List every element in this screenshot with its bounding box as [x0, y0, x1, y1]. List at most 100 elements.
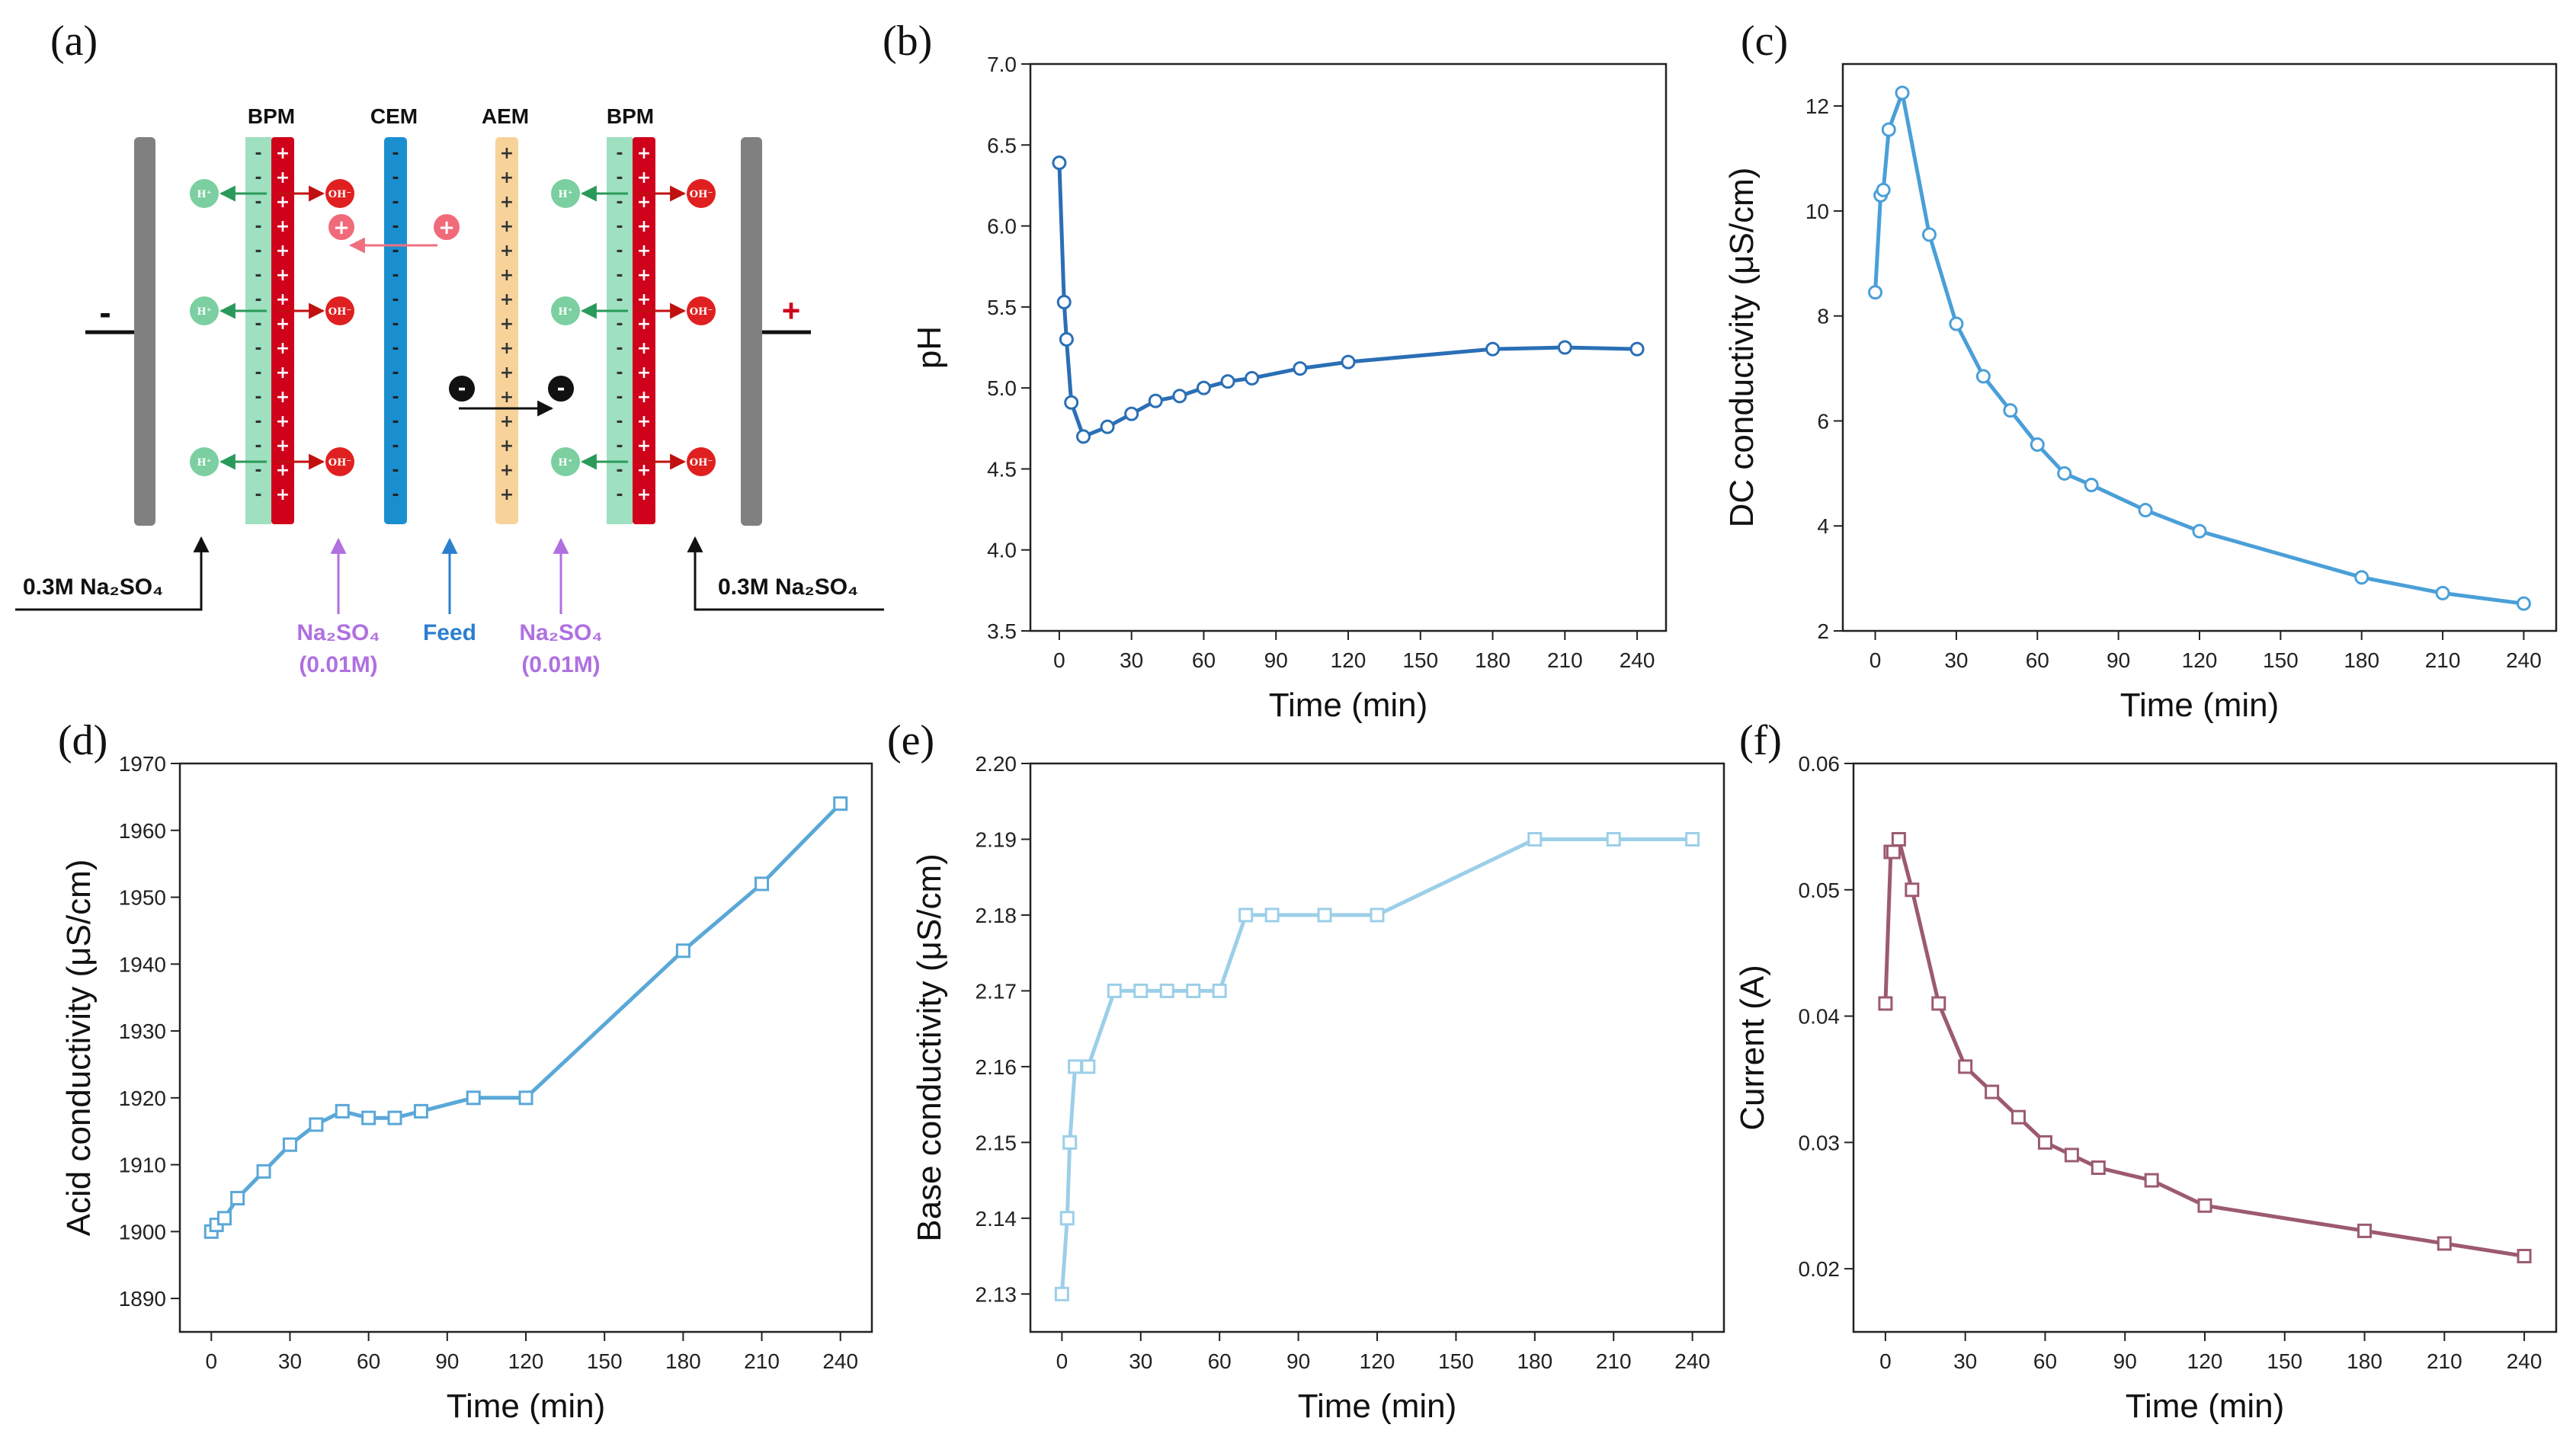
fixed-charge: - [255, 290, 261, 309]
h-ion-icon [551, 447, 580, 476]
data-point [1876, 182, 1891, 197]
data-point [1905, 882, 1920, 898]
data-point [1212, 983, 1227, 998]
x-tick-label: 120 [2187, 1349, 2223, 1373]
fixed-charge: + [276, 144, 290, 163]
data-point [675, 943, 690, 959]
fixed-charge: + [637, 315, 651, 334]
data-point [1186, 983, 1201, 998]
fixed-charge: + [500, 388, 514, 407]
fixed-charge: - [616, 461, 623, 480]
x-tick-label: 210 [744, 1349, 780, 1373]
fixed-charge: + [637, 217, 651, 236]
x-tick-label: 0 [1879, 1349, 1892, 1373]
data-point [2057, 466, 2072, 481]
chart-acid-conductivity: (d) 0 30 60 90 120 150 180 210 240 1890 1900 1910 192… [58, 717, 873, 1425]
data-point [755, 876, 770, 891]
x-tick-label: 30 [278, 1349, 302, 1373]
panel-label: (c) [1741, 18, 1788, 65]
data-point [1293, 361, 1308, 376]
data-point [2138, 503, 2153, 518]
data-point [282, 1137, 297, 1152]
h-ion-icon [190, 447, 219, 476]
fixed-charge: - [255, 242, 261, 261]
data-point [387, 1110, 402, 1125]
x-tick-label: 30 [1953, 1349, 1977, 1373]
svg-text:-: - [557, 377, 566, 400]
data-point [309, 1117, 324, 1132]
fixed-charge: + [276, 217, 290, 236]
fixed-charge: - [616, 315, 623, 334]
y-tick-label: 0.05 [1799, 879, 1841, 902]
y-axis-label: Acid conductivity (μS/cm) [60, 859, 98, 1237]
plot-frame [1841, 62, 2558, 632]
data-point [413, 1103, 428, 1119]
data-point [2003, 403, 2018, 418]
data-point [2197, 1198, 2212, 1213]
data-point [1062, 1135, 1078, 1150]
membrane-label-cem: CEM [370, 104, 418, 128]
data-point [1975, 369, 1991, 384]
x-axis-label: Time (min) [447, 1388, 606, 1425]
data-point [1370, 907, 1385, 923]
fixed-charge: - [616, 217, 623, 236]
chart-base-conductivity: (e) 0 30 60 90 120 150 180 210 240 2.13 2.14 2.15 2.1… [887, 717, 1725, 1425]
series-line [1883, 837, 2525, 1258]
fixed-charge: + [500, 437, 514, 456]
anion-icon [449, 376, 475, 402]
x-tick-label: 90 [1264, 648, 1288, 672]
fixed-charge: + [637, 339, 651, 358]
data-point [1317, 907, 1332, 923]
data-point [1059, 1211, 1075, 1226]
fixed-charge: + [637, 388, 651, 407]
data-point [1068, 1059, 1083, 1074]
fixed-charge: - [392, 315, 399, 334]
x-tick-label: 210 [1596, 1349, 1632, 1373]
data-point [1886, 844, 1901, 859]
x-tick-label: 180 [2347, 1349, 2382, 1373]
y-tick-label: 1910 [119, 1154, 166, 1177]
data-point [1064, 395, 1079, 410]
data-point [1245, 370, 1260, 386]
h-ion-icon [551, 296, 580, 325]
panel-label: (f) [1739, 717, 1782, 764]
panel-label: (e) [887, 717, 934, 764]
fixed-charge: + [276, 168, 290, 187]
fixed-charge: + [637, 290, 651, 309]
h-ion-label: H⁺ [197, 457, 211, 469]
left-rinse-inlet-arrow [15, 536, 210, 611]
data-point [1107, 983, 1122, 998]
x-tick-label: 240 [2506, 648, 2542, 672]
x-tick-label: 150 [587, 1349, 623, 1373]
fixed-charge: - [255, 168, 261, 187]
fixed-charge: + [637, 363, 651, 383]
y-tick-label: 0.06 [1799, 752, 1841, 776]
data-point [1054, 1286, 1069, 1301]
chart-ph: (b) 0 30 60 90 120 150 180 210 240 3.5 4.0 4.5 5.0 5.5… [883, 18, 1668, 724]
fixed-charge: - [616, 485, 623, 504]
h-ion-label: H⁺ [197, 306, 211, 318]
y-tick-label: 2.20 [976, 752, 1017, 776]
data-point [335, 1103, 350, 1119]
anion-icon [548, 376, 574, 402]
oh-ion-icon [687, 179, 716, 208]
x-tick-label: 240 [1620, 648, 1655, 672]
fixed-charge: + [276, 242, 290, 261]
data-point [466, 1090, 481, 1106]
data-point [518, 1090, 533, 1106]
data-point [1527, 831, 1543, 847]
x-tick-label: 180 [2344, 648, 2379, 672]
x-tick-label: 30 [1120, 648, 1143, 672]
data-point [1059, 331, 1074, 347]
x-tick-label: 210 [2427, 1349, 2462, 1373]
x-tick-label: 150 [2263, 648, 2299, 672]
x-tick-label: 150 [2267, 1349, 2302, 1373]
cathode-sign: - [99, 293, 111, 332]
y-tick-label: 2.16 [976, 1055, 1017, 1079]
svg-text:+: + [333, 216, 350, 239]
fixed-charge: - [392, 388, 399, 407]
fixed-charge: + [500, 266, 514, 285]
fixed-charge: + [500, 412, 514, 431]
membrane-fixed-charges: ---------------+++++++++++++++----------… [255, 144, 651, 504]
x-tick-label: 90 [2113, 1349, 2137, 1373]
